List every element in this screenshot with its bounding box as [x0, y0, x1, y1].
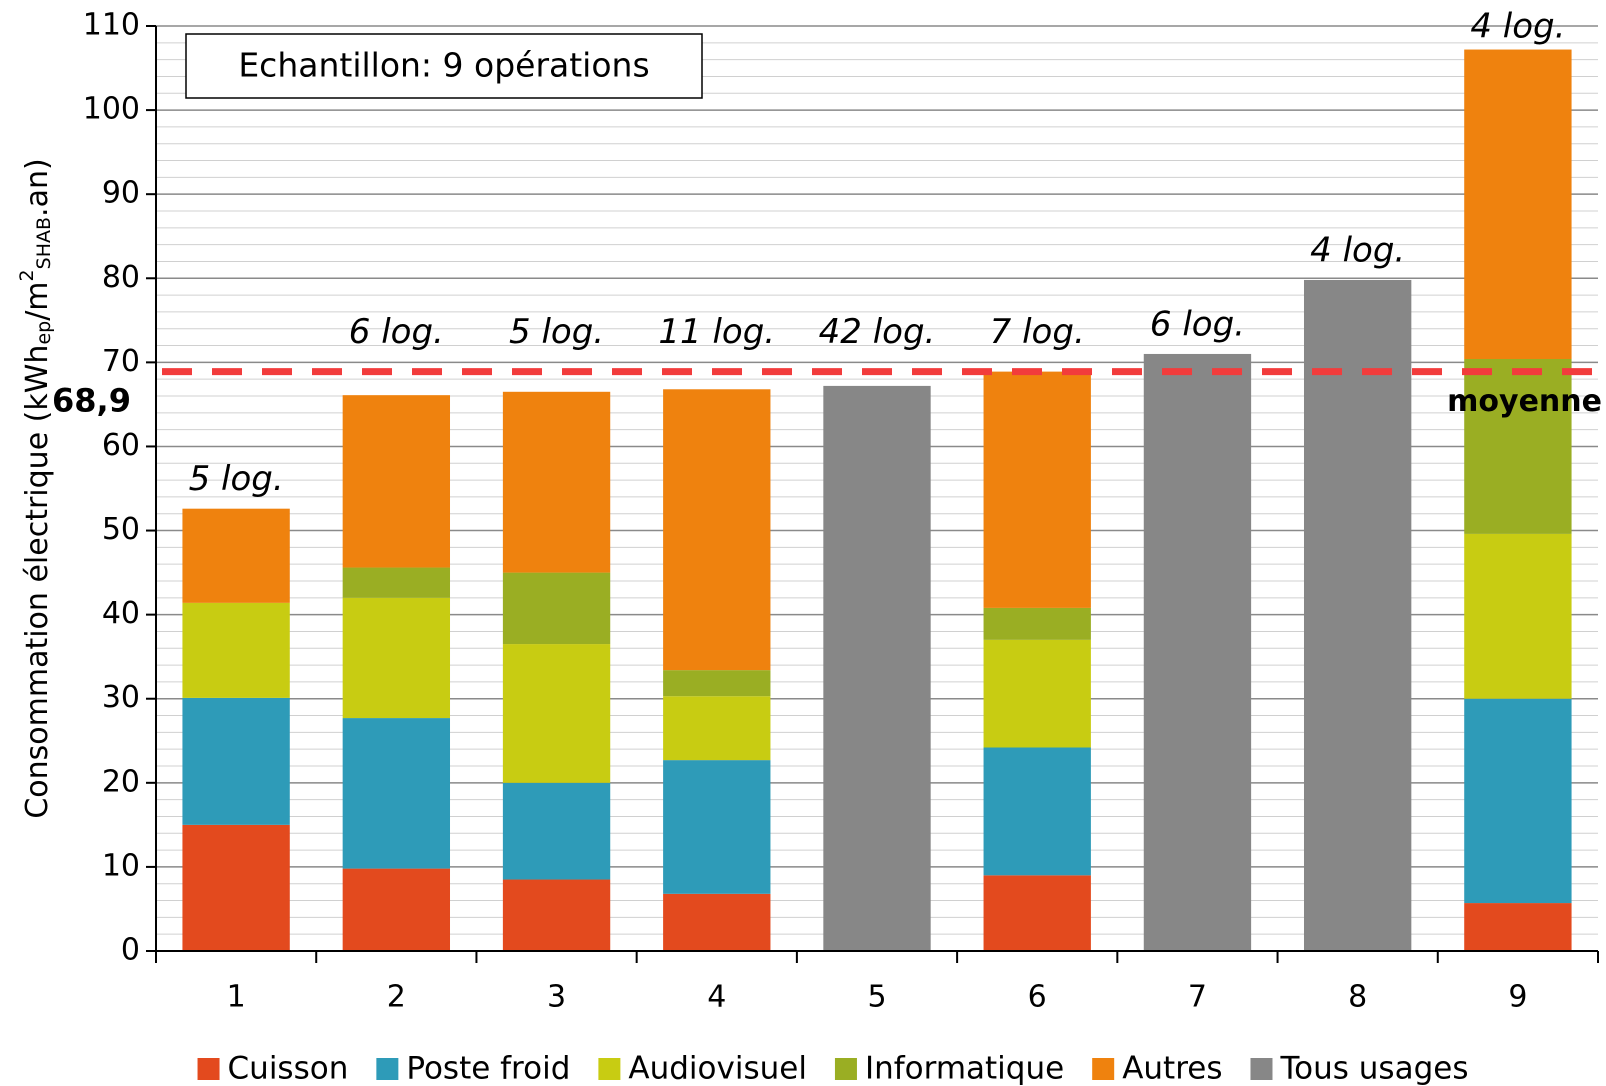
bar-segment: [1464, 698, 1572, 904]
x-tick-label: 1: [227, 980, 246, 1015]
bar-segment: [983, 371, 1091, 608]
bar-segment: [182, 824, 290, 951]
y-tick-label: 50: [102, 512, 140, 547]
bar-segment: [663, 893, 771, 951]
legend-swatch: [598, 1058, 621, 1080]
y-axis-label: Consommation électrique (kWhep/m2SHAB.an…: [16, 158, 55, 818]
bar-segment: [182, 508, 290, 603]
legend-swatch: [834, 1058, 857, 1080]
y-tick-label: 100: [83, 92, 140, 127]
bar-segment: [342, 395, 451, 568]
y-tick-label: 70: [102, 344, 140, 379]
legend-swatch: [197, 1058, 220, 1080]
bar-segment: [983, 639, 1091, 748]
y-tick-label: 90: [102, 176, 140, 211]
bar-segment: [342, 597, 451, 719]
bar-segment: [1464, 49, 1572, 359]
x-tick-label: 4: [707, 980, 726, 1015]
bar-segment: [182, 697, 290, 825]
y-tick-label: 10: [102, 848, 140, 883]
bar-annotation: 5 log.: [189, 459, 284, 499]
y-axis-label-part: .an): [20, 158, 55, 217]
y-axis-label-part: Consommation électrique (kWh: [20, 345, 55, 819]
bar-segment: [663, 760, 771, 894]
y-axis-label-part: /m: [20, 281, 55, 320]
bar-annotation: 7 log.: [990, 312, 1085, 352]
bar-annotation: 11 log.: [658, 312, 775, 352]
sample-text: Echantillon: 9 opérations: [238, 46, 649, 85]
bar-segment: [1143, 353, 1252, 951]
legend-swatch: [1250, 1058, 1273, 1080]
x-tick-label: 2: [387, 980, 406, 1015]
y-axis-label-part: 2: [16, 269, 38, 281]
bar-segment: [342, 718, 451, 869]
y-axis-label-part: ep: [33, 321, 55, 345]
average-value: 68,9: [52, 382, 131, 420]
bar-segment: [983, 747, 1091, 876]
bar-annotation: 6 log.: [349, 312, 444, 352]
y-tick-label: 20: [102, 764, 140, 799]
bar-segment: [502, 782, 611, 880]
bar-annotation: 5 log.: [509, 312, 604, 352]
x-tick-label: 8: [1348, 980, 1367, 1015]
x-tick-label: 9: [1508, 980, 1527, 1015]
bar-segment: [342, 868, 451, 951]
x-tick-label: 3: [547, 980, 566, 1015]
bar-segment: [502, 572, 611, 645]
bar-segment: [983, 607, 1091, 640]
y-tick-label: 60: [102, 428, 140, 463]
bar-segment: [983, 875, 1091, 951]
bar-segment: [502, 644, 611, 783]
legend-swatch: [376, 1058, 399, 1080]
x-tick-label: 7: [1188, 980, 1207, 1015]
bar-segment: [663, 670, 771, 697]
y-tick-label: 30: [102, 680, 140, 715]
bar-segment: [823, 385, 931, 952]
x-tick-label: 5: [867, 980, 886, 1015]
bar-segment: [1464, 903, 1572, 951]
bar-annotation: 42 log.: [819, 312, 936, 352]
legend: Cuisson Poste froid Audiovisuel Informatiqu…: [197, 1051, 1468, 1086]
average-label: moyenne: [1447, 384, 1602, 419]
y-tick-label: 80: [102, 260, 140, 295]
bar-segment: [663, 696, 771, 761]
y-tick-label: 0: [121, 933, 140, 968]
bar-annotation: 6 log.: [1150, 304, 1245, 344]
bar-segment: [663, 389, 771, 671]
bar-segment: [1464, 533, 1572, 699]
legend-swatch: [1092, 1058, 1115, 1080]
bar-segment: [502, 879, 611, 951]
y-tick-label: 40: [102, 596, 140, 631]
y-axis-label-part: SHAB: [33, 217, 55, 269]
bar-segment: [502, 391, 611, 573]
bar-segment: [1464, 359, 1572, 534]
sample-box: [185, 33, 703, 99]
legend-label: Audiovisuel: [628, 1051, 807, 1086]
bar-segment: [342, 567, 451, 598]
bar-annotation: 4 log.: [1470, 7, 1565, 47]
y-tick-label: 110: [83, 8, 140, 43]
legend-label: Cuisson: [228, 1051, 349, 1086]
legend-label: Poste froid: [406, 1051, 570, 1086]
legend-label: Informatique: [865, 1051, 1064, 1086]
bar-annotation: 4 log.: [1310, 230, 1405, 270]
bar-segment: [1303, 279, 1412, 951]
bar-segment: [182, 602, 290, 698]
legend-label: Tous usages: [1279, 1051, 1468, 1086]
x-tick-label: 6: [1028, 980, 1047, 1015]
legend-label: Autres: [1122, 1051, 1222, 1086]
